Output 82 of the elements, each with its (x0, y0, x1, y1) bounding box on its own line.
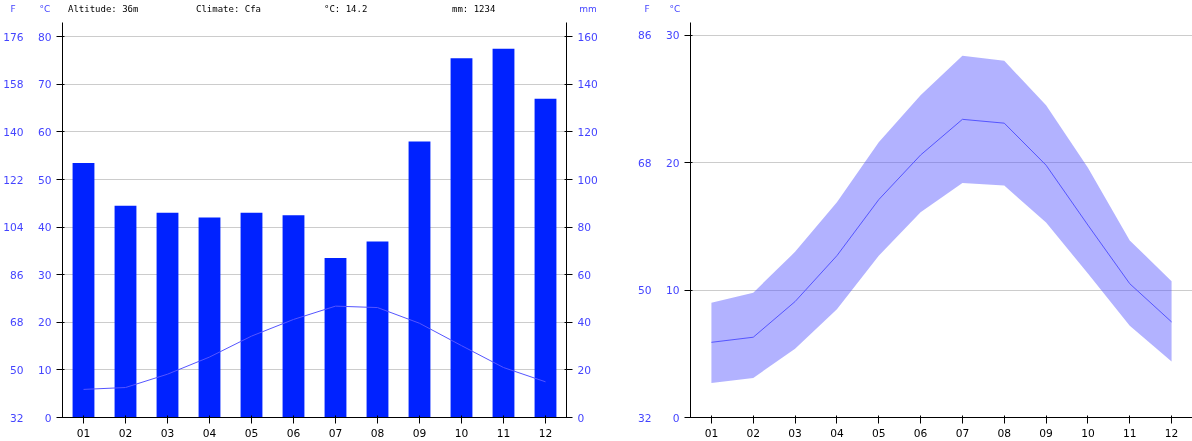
y3-axis-title: F (644, 3, 650, 16)
y3-tick-label: 122 (3, 173, 24, 187)
bar (534, 98, 557, 418)
x-tick-label: 10 (1081, 426, 1095, 440)
x-tick-label: 04 (202, 426, 217, 440)
bar (240, 212, 263, 418)
text: Climate: Cfa (196, 3, 262, 16)
text: °C: 14.2 (324, 3, 368, 16)
bar (324, 258, 347, 418)
y2-tick-label: 100 (577, 173, 599, 187)
y-tick-label: 20 (665, 156, 680, 170)
bar (114, 205, 137, 418)
y-tick-label: 30 (37, 268, 52, 282)
y3-axis-title: F (10, 3, 16, 16)
x-tick-label: 06 (286, 426, 301, 440)
y3-tick-label: 104 (3, 221, 24, 235)
x-tick-label: 05 (871, 426, 886, 440)
y2-axis-title: mm (579, 3, 597, 16)
y-tick-label: 40 (37, 221, 52, 235)
y-tick-label: 0 (672, 411, 680, 425)
y-axis-title: °C (669, 3, 681, 16)
y2-tick-label: 140 (577, 78, 599, 92)
y2-tick-label: 160 (577, 30, 599, 44)
bar (156, 212, 179, 418)
y2-tick-label: 60 (577, 268, 592, 282)
y3-tick-label: 68 (637, 156, 652, 170)
y2-tick-label: 80 (577, 221, 592, 235)
bar (450, 58, 473, 418)
y3-tick-label: 32 (637, 411, 652, 425)
x-tick-label: 05 (244, 426, 259, 440)
bar (198, 217, 221, 418)
y-tick-label: 0 (44, 411, 52, 425)
x-tick-label: 09 (412, 426, 427, 440)
line-series (710, 118, 1173, 343)
x-tick-label: 02 (118, 426, 133, 440)
bar (408, 141, 431, 418)
bar (366, 241, 389, 418)
x-tick-label: 07 (328, 426, 343, 440)
y3-tick-label: 68 (9, 316, 24, 330)
y3-tick-label: 176 (3, 30, 24, 44)
x-tick-label: 12 (1164, 426, 1179, 440)
text: mm: 1234 (452, 3, 496, 16)
y3-tick-label: 50 (637, 284, 652, 298)
y-tick-label: 60 (37, 125, 52, 139)
y2-tick-label: 0 (577, 411, 585, 425)
x-tick-label: 07 (955, 426, 970, 440)
x-tick-label: 08 (370, 426, 385, 440)
text: Altitude: 36m (68, 3, 139, 16)
x-tick-label: 11 (1122, 426, 1137, 440)
y-tick-label: 80 (37, 30, 52, 44)
y-tick-label: 50 (37, 173, 52, 187)
y3-tick-label: 86 (9, 268, 24, 282)
x-tick-label: 02 (746, 426, 761, 440)
x-tick-label: 01 (704, 426, 719, 440)
x-tick-label: 08 (997, 426, 1012, 440)
y3-tick-label: 32 (9, 411, 24, 425)
y3-tick-label: 140 (3, 125, 24, 139)
y-tick-label: 70 (37, 78, 52, 92)
y-tick-label: 30 (665, 29, 680, 43)
y-axis-title: °C (39, 3, 51, 16)
y2-tick-label: 20 (577, 363, 592, 377)
y-tick-label: 10 (665, 284, 680, 298)
x-tick-label: 10 (454, 426, 469, 440)
x-tick-label: 04 (830, 426, 844, 440)
bar (72, 162, 95, 418)
bar (282, 215, 305, 418)
y-tick-label: 10 (37, 363, 52, 377)
x-tick-label: 03 (788, 426, 802, 440)
bar (492, 48, 515, 418)
x-tick-label: 06 (913, 426, 928, 440)
y3-tick-label: 86 (637, 29, 652, 43)
line-series (83, 305, 546, 390)
y2-tick-label: 40 (577, 316, 592, 330)
x-tick-label: 11 (496, 426, 511, 440)
x-tick-label: 12 (538, 426, 553, 440)
y2-tick-label: 120 (577, 125, 599, 139)
y3-tick-label: 50 (9, 363, 24, 377)
x-tick-label: 03 (160, 426, 175, 440)
y-tick-label: 20 (37, 316, 52, 330)
x-tick-label: 01 (76, 426, 91, 440)
x-tick-label: 09 (1039, 426, 1054, 440)
y3-tick-label: 158 (3, 78, 24, 92)
